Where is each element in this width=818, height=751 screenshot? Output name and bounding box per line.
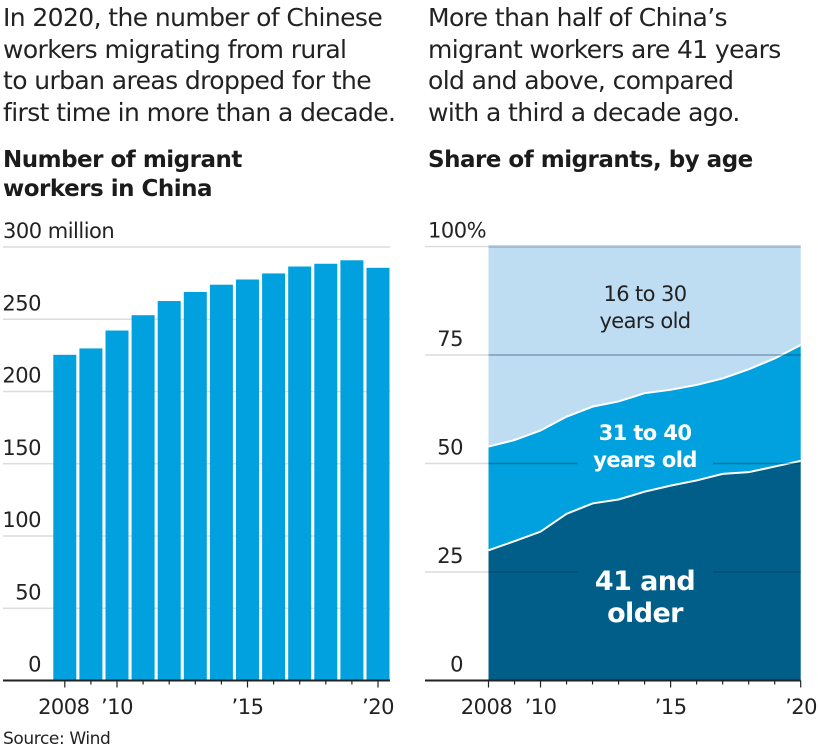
series-label-16-to-30-years-old: 16 to 30 <box>603 282 686 306</box>
x-tick-label: ’20 <box>362 695 394 719</box>
bar-2011 <box>131 315 155 681</box>
left-chart-title: Number of migrant workers in China <box>3 146 242 204</box>
y-tick-label: 0 <box>28 653 41 677</box>
bar-2010 <box>105 330 129 681</box>
y-tick-label: 250 <box>2 291 41 315</box>
x-tick-label: ’20 <box>785 695 817 719</box>
x-tick-label: 2008 <box>38 695 89 719</box>
series-boundary-line <box>488 344 802 448</box>
bar-2015 <box>236 279 259 681</box>
area-16-to-30-years-old <box>488 246 801 447</box>
area-41-and-older <box>488 460 801 681</box>
x-tick-label: ’10 <box>525 695 557 719</box>
bar-2013 <box>183 291 207 681</box>
left-dek: In 2020, the number of Chinese workers m… <box>3 2 403 128</box>
right-chart-title-line: Share of migrants, by age <box>428 147 753 173</box>
y-tick-label: 100% <box>428 219 486 243</box>
right-dek-line: old and above, compared <box>428 66 734 95</box>
series-label-41-and-older: older <box>607 598 684 629</box>
left-dek-line: In 2020, the number of Chinese <box>3 3 383 32</box>
left-dek-line: to urban areas dropped for the <box>3 66 372 95</box>
y-tick-label: 50 <box>437 436 463 460</box>
y-tick-label: 300 million <box>3 219 114 243</box>
right-chart-title: Share of migrants, by age <box>428 146 753 175</box>
left-chart-title-line: Number of migrant <box>3 147 242 173</box>
y-tick-label: 150 <box>2 436 41 460</box>
x-tick-label: ’15 <box>232 695 264 719</box>
x-tick-label: 2008 <box>461 695 512 719</box>
area-31-to-40-years-old <box>488 345 801 551</box>
bar-2009 <box>79 348 103 681</box>
y-tick-label: 0 <box>450 653 463 677</box>
x-tick-label: ’10 <box>101 695 133 719</box>
right-dek-line: with a third a decade ago. <box>428 97 740 127</box>
right-dek: More than half of China’s migrant worker… <box>428 2 818 128</box>
series-boundary-line <box>488 459 801 552</box>
right-dek-line: More than half of China’s <box>428 3 728 32</box>
bar-2018 <box>314 263 338 681</box>
right-dek-line: migrant workers are 41 years <box>428 34 781 64</box>
left-dek-line: workers migrating from rural <box>3 34 347 64</box>
y-tick-label: 100 <box>2 508 41 532</box>
y-tick-label: 75 <box>437 327 463 351</box>
series-label-16-to-30-years-old: years old <box>599 309 690 333</box>
bar-2008 <box>53 354 77 681</box>
y-tick-label: 200 <box>2 364 41 388</box>
bar-2014 <box>209 284 233 681</box>
y-tick-label: 50 <box>15 580 41 604</box>
bar-chart: 0 50 100 150 200 250 300 million 2008 ’10 ’15 ’20 <box>2 219 394 719</box>
bar-2019 <box>340 260 364 681</box>
left-dek-line: first time in more than a decade. <box>3 97 396 127</box>
bar-2020 <box>366 267 390 681</box>
series-label-31-to-40-years-old: 31 to 40 <box>599 421 692 445</box>
source-note: Source: Wind <box>3 729 111 749</box>
y-tick-label: 25 <box>437 544 463 568</box>
series-label-31-to-40-years-old: years old <box>593 448 697 472</box>
series-label-41-and-older: 41 and <box>595 566 695 597</box>
bar-2016 <box>262 273 286 681</box>
left-chart-title-line: workers in China <box>3 176 213 202</box>
x-tick-label: ’15 <box>655 695 687 719</box>
bar-2017 <box>288 266 312 681</box>
bar-2012 <box>157 301 181 681</box>
